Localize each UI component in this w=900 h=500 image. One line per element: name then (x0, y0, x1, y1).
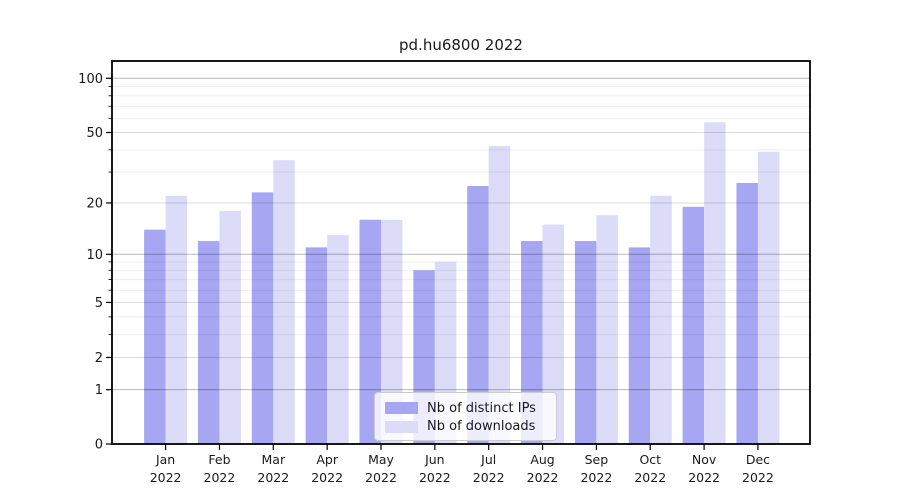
x-tick-label-month: Oct (639, 452, 661, 467)
bar-may-distinct-ips (359, 219, 381, 444)
x-tick-label-year: 2022 (688, 470, 720, 485)
bar-dec-downloads (757, 151, 780, 444)
chart-title: pd.hu6800 2022 (399, 36, 523, 54)
x-tick-label-month: Apr (316, 452, 338, 467)
bar-jan-downloads (165, 195, 188, 444)
x-tick-label-month: Jun (424, 452, 445, 467)
bar-feb-distinct-ips (197, 241, 220, 444)
x-tick-label-year: 2022 (204, 470, 236, 485)
legend-label-distinct-ips: Nb of distinct IPs (427, 400, 536, 416)
x-tick-label-month: Aug (530, 452, 554, 467)
x-tick-label-month: Feb (208, 452, 230, 467)
x-tick-label-year: 2022 (365, 470, 397, 485)
x-tick-label-month: Mar (262, 452, 286, 467)
bar-oct-distinct-ips (628, 247, 651, 444)
legend-swatch-distinct-ips (385, 402, 418, 415)
x-tick-label-month: Jan (155, 452, 175, 467)
y-tick-label: 20 (86, 196, 103, 211)
bar-may-downloads (381, 219, 403, 444)
x-tick-label-year: 2022 (473, 470, 505, 485)
axes-frame (111, 60, 811, 445)
x-tick-label-month: Jul (480, 452, 496, 467)
x-tick-label-month: Dec (746, 452, 770, 467)
bar-apr-downloads (327, 235, 349, 444)
bar-nov-distinct-ips (682, 206, 705, 444)
x-tick-label-month: May (368, 452, 394, 467)
bar-jan-distinct-ips (144, 229, 166, 444)
x-tick-label-year: 2022 (419, 470, 451, 485)
bar-mar-distinct-ips (251, 192, 274, 444)
bar-oct-downloads (650, 195, 672, 444)
legend-item-downloads: Nb of downloads (385, 418, 546, 437)
legend-swatch-downloads (385, 420, 418, 433)
y-tick-label: 0 (95, 438, 103, 453)
legend-label-downloads: Nb of downloads (427, 419, 536, 435)
x-tick-label-year: 2022 (580, 470, 612, 485)
chart-legend: Nb of distinct IPs Nb of downloads (374, 392, 557, 441)
y-tick-label: 5 (95, 296, 103, 311)
x-tick-label-year: 2022 (150, 470, 182, 485)
y-tick-label: 1 (95, 383, 103, 398)
legend-item-distinct-ips: Nb of distinct IPs (385, 399, 546, 418)
x-tick-label-year: 2022 (527, 470, 559, 485)
bar-sep-downloads (596, 215, 618, 444)
bar-sep-distinct-ips (574, 241, 597, 444)
bar-apr-distinct-ips (305, 247, 328, 444)
x-tick-label-month: Nov (692, 452, 717, 467)
y-tick-label: 10 (86, 248, 103, 263)
x-tick-label-year: 2022 (742, 470, 774, 485)
y-tick-label: 50 (86, 126, 103, 141)
y-tick-label: 2 (95, 351, 103, 366)
bar-jul-distinct-ips (467, 186, 489, 444)
bar-aug-downloads (542, 224, 565, 444)
bar-feb-downloads (219, 210, 241, 444)
bar-dec-distinct-ips (736, 183, 758, 444)
x-tick-label-year: 2022 (634, 470, 666, 485)
bar-mar-downloads (273, 160, 295, 445)
bar-jul-downloads (488, 146, 511, 444)
x-tick-label-year: 2022 (311, 470, 343, 485)
y-tick-label: 100 (78, 72, 103, 87)
x-tick-label-year: 2022 (257, 470, 289, 485)
x-tick-label-month: Sep (585, 452, 609, 467)
bar-nov-downloads (704, 122, 726, 444)
